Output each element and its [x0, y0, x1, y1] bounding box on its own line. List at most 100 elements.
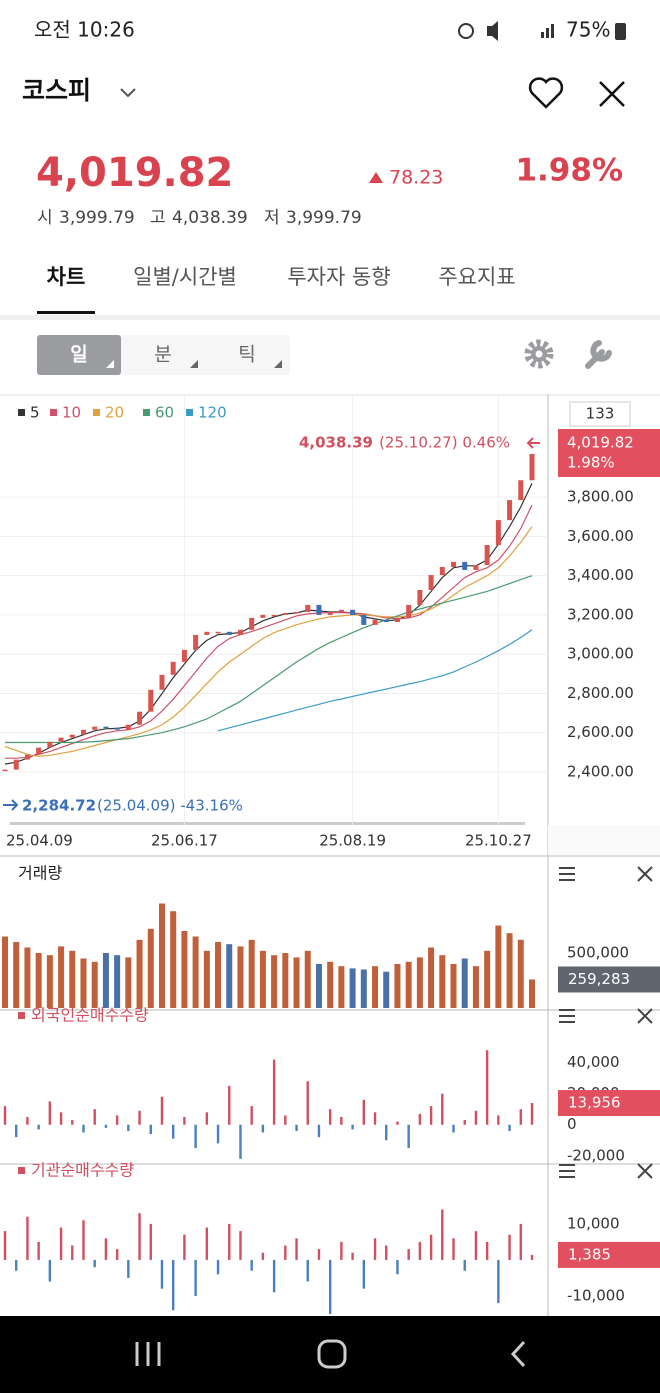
bar — [82, 1220, 85, 1260]
y-tick-label: 500,000 — [567, 944, 629, 962]
bar — [418, 1113, 422, 1125]
bar — [160, 1096, 164, 1125]
period-button[interactable]: 일 — [70, 344, 87, 366]
bar — [463, 1120, 466, 1125]
bar — [82, 1124, 85, 1133]
legend-label: 20 — [105, 404, 124, 422]
bar — [93, 1109, 96, 1125]
bar — [104, 1238, 108, 1260]
candle — [406, 604, 412, 618]
bar — [170, 911, 177, 1008]
bar — [71, 1245, 74, 1260]
change: 78.23 — [389, 167, 443, 189]
panel-menu[interactable] — [559, 1009, 575, 1023]
panel-title: 외국인순매수수량 — [31, 1006, 149, 1025]
bar — [495, 925, 502, 1008]
bar — [37, 1241, 40, 1260]
bar — [508, 1234, 511, 1260]
bar — [484, 950, 491, 1008]
bar — [452, 1238, 455, 1260]
bar — [171, 1259, 175, 1311]
candle — [80, 729, 86, 735]
bar — [194, 1259, 197, 1296]
dropdown-chevron[interactable] — [120, 88, 136, 98]
candle — [226, 631, 232, 635]
price: 4,019.82 — [36, 150, 233, 196]
bar — [250, 1259, 253, 1271]
bar — [506, 933, 513, 1008]
period-button[interactable]: 분 — [154, 344, 171, 366]
legend-label: 10 — [62, 404, 81, 422]
high-label: 고 — [150, 208, 166, 228]
tab[interactable]: 주요지표 — [438, 265, 515, 289]
bar — [127, 1259, 130, 1278]
bar — [497, 1259, 500, 1304]
candle — [47, 741, 53, 748]
tab[interactable]: 일별/시간별 — [133, 265, 237, 289]
nav-home[interactable] — [317, 1339, 347, 1369]
panel-close[interactable] — [637, 1008, 653, 1024]
bar — [429, 1106, 433, 1125]
x-tick-label: 25.06.17 — [151, 832, 218, 850]
favorite-button[interactable] — [528, 77, 564, 109]
candle — [271, 614, 277, 617]
bar — [147, 928, 154, 1008]
y-tick-label: 3,800.00 — [567, 488, 634, 506]
bar — [3, 1231, 7, 1260]
open-label: 시 — [37, 208, 53, 228]
divider — [0, 315, 660, 320]
bar — [192, 936, 199, 1008]
panel-menu[interactable] — [559, 1164, 575, 1178]
bar — [293, 957, 300, 1008]
bar — [529, 979, 535, 1008]
bar — [396, 1259, 399, 1275]
candle — [159, 674, 165, 690]
bar — [69, 950, 76, 1008]
period-button[interactable]: 틱 — [238, 344, 255, 366]
panel-close[interactable] — [637, 1163, 653, 1179]
bar — [215, 942, 222, 1008]
close-button[interactable] — [599, 81, 625, 107]
x-tick-label: 25.10.27 — [465, 832, 532, 850]
y-tick-label: -10,000 — [567, 1286, 625, 1304]
ma-line — [5, 504, 533, 759]
index-title[interactable]: 코스피 — [22, 76, 91, 105]
high-note-detail: (25.10.27) 0.46% — [379, 434, 510, 452]
legend-swatch — [186, 409, 193, 416]
panel-menu[interactable] — [559, 867, 575, 881]
bar — [136, 939, 143, 1008]
candle — [507, 500, 513, 521]
bar — [428, 947, 435, 1008]
bar — [228, 1085, 231, 1125]
candle — [125, 724, 131, 730]
tab[interactable]: 투자자 동향 — [287, 265, 390, 289]
y-tick-label: 2,400.00 — [567, 762, 634, 780]
bar — [125, 957, 132, 1008]
bar — [328, 1109, 332, 1125]
settings-button[interactable] — [524, 339, 554, 369]
candle — [69, 734, 75, 738]
bar — [372, 966, 379, 1008]
tools-button[interactable] — [585, 340, 612, 369]
bar — [407, 1249, 410, 1260]
nav-back[interactable] — [510, 1340, 526, 1368]
bar — [405, 961, 412, 1008]
y-tick-label: 3,000.00 — [567, 645, 634, 663]
bar — [474, 1231, 478, 1260]
bar — [272, 1059, 276, 1125]
y-tick-label: 40,000 — [567, 1053, 620, 1071]
bar — [239, 1124, 242, 1159]
bar — [472, 966, 479, 1008]
candle — [2, 769, 8, 772]
bar — [93, 1259, 96, 1268]
legend-label: 120 — [198, 404, 227, 422]
nav-recent[interactable] — [135, 1342, 161, 1366]
tab-active[interactable]: 차트 — [47, 265, 86, 289]
bar — [15, 1259, 18, 1271]
ma-line — [4, 483, 533, 765]
panel-close[interactable] — [637, 866, 653, 882]
tab-underline — [37, 311, 95, 314]
low-arrow — [3, 799, 19, 811]
candle — [294, 611, 300, 614]
panel-title: 거래량 — [18, 864, 62, 883]
